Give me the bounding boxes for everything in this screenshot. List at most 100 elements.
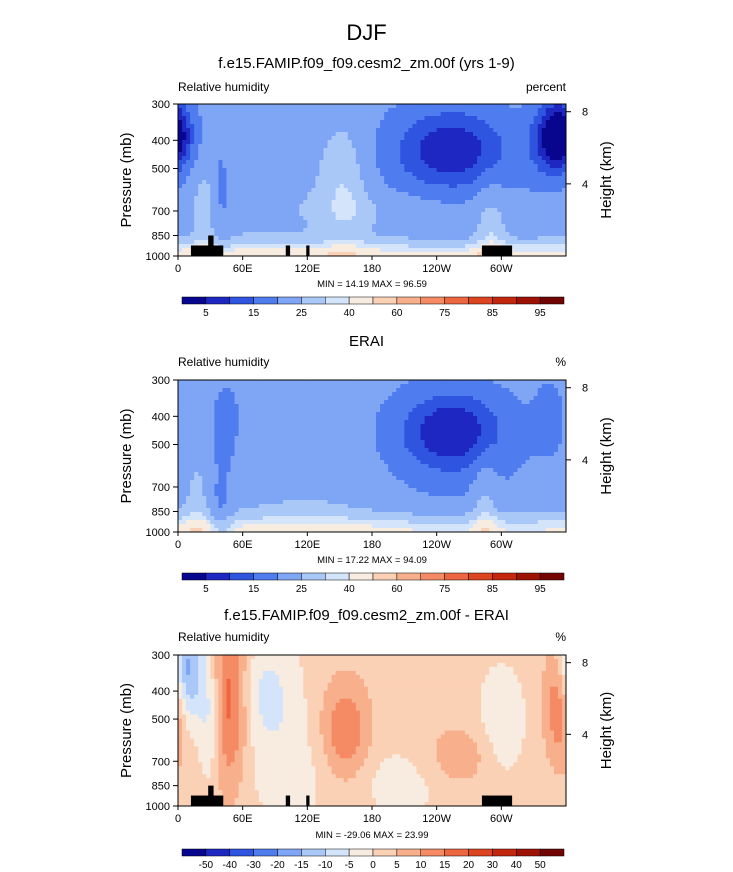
colorbar-swatch xyxy=(325,572,350,581)
y-tick-label: 300 xyxy=(152,375,170,387)
colorbar-swatch xyxy=(253,572,278,581)
colorbar-swatch xyxy=(348,572,374,581)
contour-field xyxy=(178,380,566,532)
y-tick-label: 300 xyxy=(152,650,170,662)
terrain-block xyxy=(481,795,513,806)
colorbar-label: 95 xyxy=(535,308,547,319)
colorbar-swatch xyxy=(516,296,541,305)
y-tick-label: 400 xyxy=(152,411,170,423)
x-tick-label: 120W xyxy=(422,263,451,275)
colorbar-swatch xyxy=(301,296,326,305)
colorbar-label: 10 xyxy=(415,860,427,871)
x-tick-label: 120W xyxy=(422,813,451,825)
colorbar-label: 50 xyxy=(535,860,547,871)
colorbar-label: 25 xyxy=(296,584,308,595)
colorbar-swatch xyxy=(229,572,254,581)
terrain-block xyxy=(208,785,214,806)
colorbar-swatch xyxy=(468,848,493,857)
colorbar-swatch xyxy=(181,848,207,857)
y2-tick-label: 4 xyxy=(582,729,588,741)
terrain-block xyxy=(190,795,224,806)
y-tick-label: 500 xyxy=(152,439,170,451)
colorbar-label: -15 xyxy=(294,860,309,871)
terrain-block xyxy=(190,245,224,256)
colorbar-label: 75 xyxy=(439,584,451,595)
y-tick-label: 1000 xyxy=(146,527,170,539)
x-tick-label: 120E xyxy=(294,813,320,825)
y-tick-label: 850 xyxy=(152,230,170,242)
x-tick-label: 120W xyxy=(422,539,451,551)
colorbar-label: -5 xyxy=(345,860,354,871)
colorbar-label: 75 xyxy=(439,308,451,319)
colorbar-label: -10 xyxy=(318,860,333,871)
y-tick-label: 300 xyxy=(152,99,170,111)
colorbar-label: 60 xyxy=(391,308,403,319)
min-max-stats: MIN = -29.06 MAX = 23.99 xyxy=(315,830,428,841)
colorbar: 5 15 25 40 60 75 85 95 xyxy=(181,572,565,595)
x-tick-label: 60E xyxy=(233,813,253,825)
terrain-mask xyxy=(190,235,513,256)
colorbar-swatch xyxy=(253,848,278,857)
y-tick-label: 400 xyxy=(152,686,170,698)
panel-title: f.e15.FAMIP.f09_f09.cesm2_zm.00f (yrs 1-… xyxy=(218,55,515,72)
colorbar-swatch xyxy=(516,848,541,857)
terrain-mask xyxy=(190,785,513,806)
panel-1: f.e15.FAMIP.f09_f09.cesm2_zm.00f (yrs 1-… xyxy=(118,55,615,319)
colorbar: 5 15 25 40 60 75 85 95 xyxy=(181,296,565,319)
terrain-block xyxy=(306,245,310,256)
colorbar-swatch xyxy=(205,848,230,857)
colorbar-label: 30 xyxy=(487,860,499,871)
y-axis-title: Pressure (mb) xyxy=(118,683,135,778)
colorbar-label: 85 xyxy=(487,308,499,319)
colorbar-swatch xyxy=(516,572,541,581)
y-tick-label: 500 xyxy=(152,714,170,726)
x-tick-label: 180 xyxy=(363,813,381,825)
colorbar-swatch xyxy=(396,296,421,305)
colorbar-swatch xyxy=(205,296,230,305)
colorbar-label: -30 xyxy=(246,860,261,871)
colorbar-swatch xyxy=(396,848,421,857)
units-label: percent xyxy=(526,80,567,94)
colorbar-label: -50 xyxy=(199,860,214,871)
colorbar-swatch xyxy=(229,848,254,857)
colorbar-swatch xyxy=(420,296,445,305)
colorbar-label: 5 xyxy=(203,308,209,319)
colorbar-swatch xyxy=(420,572,445,581)
colorbar-swatch xyxy=(372,848,398,857)
panel-3: f.e15.FAMIP.f09_f09.cesm2_zm.00f - ERAI R… xyxy=(118,607,615,871)
colorbar-swatch xyxy=(539,296,565,305)
colorbar-label: 95 xyxy=(535,584,547,595)
x-tick-label: 0 xyxy=(175,263,181,275)
colorbar-swatch xyxy=(539,572,565,581)
terrain-block xyxy=(208,235,214,256)
panel-title: ERAI xyxy=(349,333,384,350)
colorbar-label: 15 xyxy=(439,860,451,871)
colorbar-label: 40 xyxy=(511,860,523,871)
y-tick-label: 500 xyxy=(152,163,170,175)
colorbar-label: -20 xyxy=(270,860,285,871)
y2-tick-label: 8 xyxy=(582,107,588,119)
colorbar-label: 5 xyxy=(203,584,209,595)
colorbar-swatch xyxy=(325,848,350,857)
colorbar-label: 15 xyxy=(248,584,260,595)
colorbar-swatch xyxy=(444,296,469,305)
x-tick-label: 60E xyxy=(233,263,253,275)
y-axis-title: Pressure (mb) xyxy=(118,132,135,227)
y2-axis-title: Height (km) xyxy=(598,692,615,770)
x-tick-label: 60W xyxy=(490,263,513,275)
x-tick-label: 60W xyxy=(490,813,513,825)
colorbar-label: 25 xyxy=(296,308,308,319)
colorbar-swatch xyxy=(468,572,493,581)
colorbar-swatch xyxy=(372,296,398,305)
y-tick-label: 1000 xyxy=(146,251,170,263)
contour-field xyxy=(178,104,566,256)
colorbar-swatch xyxy=(492,848,517,857)
x-tick-label: 0 xyxy=(175,539,181,551)
colorbar-swatch xyxy=(229,296,254,305)
terrain-block xyxy=(306,795,310,806)
colorbar-swatch xyxy=(301,572,326,581)
colorbar-swatch xyxy=(277,296,302,305)
y-tick-label: 700 xyxy=(152,206,170,218)
